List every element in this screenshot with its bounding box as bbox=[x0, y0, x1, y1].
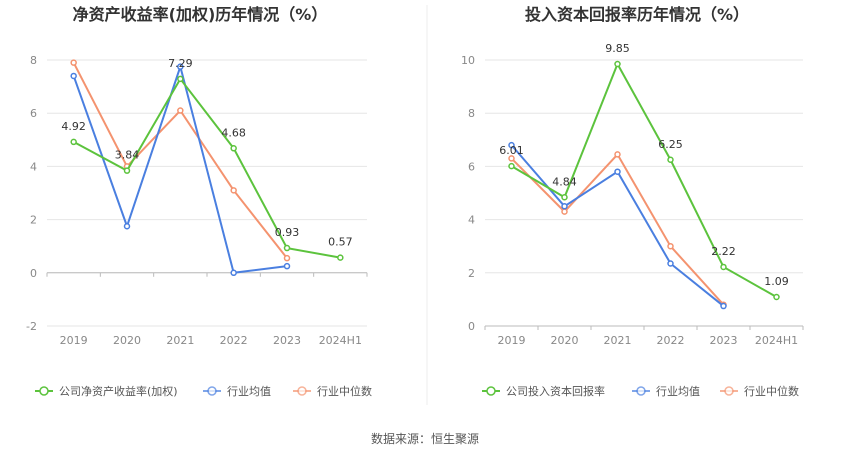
x-tick-label: 2021 bbox=[166, 334, 194, 347]
data-point bbox=[123, 223, 131, 230]
series-line bbox=[72, 62, 288, 259]
x-tick-label: 2019 bbox=[498, 334, 526, 347]
data-label: 9.85 bbox=[605, 42, 630, 55]
x-tick-label: 2024H1 bbox=[319, 334, 362, 347]
data-point bbox=[123, 167, 131, 174]
data-label: 1.09 bbox=[764, 275, 789, 288]
data-point bbox=[177, 75, 184, 83]
data-point bbox=[70, 72, 77, 80]
data-label: 4.92 bbox=[61, 120, 86, 133]
data-point bbox=[720, 263, 727, 271]
y-tick-label: 2 bbox=[30, 214, 37, 227]
data-label: 0.93 bbox=[275, 226, 300, 239]
series-line bbox=[72, 63, 288, 274]
legend-swatch-marker bbox=[636, 386, 646, 396]
data-point bbox=[70, 59, 77, 66]
y-tick-label: 8 bbox=[468, 107, 475, 120]
data-point bbox=[561, 208, 568, 215]
data-label: 3.84 bbox=[115, 149, 140, 162]
data-point bbox=[561, 194, 568, 201]
data-label: 0.57 bbox=[328, 236, 353, 249]
data-point bbox=[283, 262, 291, 270]
x-tick-label: 2019 bbox=[60, 334, 88, 347]
legend-swatch-marker bbox=[724, 386, 734, 396]
chart-title: 净资产收益率(加权)历年情况（%） bbox=[73, 5, 328, 24]
legend-label: 行业均值 bbox=[227, 385, 271, 398]
data-point bbox=[230, 145, 237, 152]
series-line bbox=[510, 61, 777, 298]
y-tick-label: 8 bbox=[30, 54, 37, 67]
legend-label: 行业均值 bbox=[656, 385, 700, 398]
legend-swatch-marker bbox=[297, 386, 307, 396]
data-point bbox=[614, 60, 621, 68]
data-point bbox=[614, 151, 621, 158]
data-label: 6.25 bbox=[658, 138, 683, 151]
data-point bbox=[177, 63, 184, 70]
data-label: 2.22 bbox=[711, 245, 736, 258]
y-tick-label: -2 bbox=[26, 320, 37, 333]
data-label: 6.01 bbox=[499, 144, 524, 157]
x-tick-label: 2022 bbox=[220, 334, 248, 347]
data-point bbox=[508, 162, 515, 170]
legend-swatch-marker bbox=[486, 386, 496, 396]
data-label: 4.84 bbox=[552, 175, 577, 188]
x-tick-label: 2021 bbox=[604, 334, 632, 347]
data-point bbox=[177, 107, 184, 114]
data-point bbox=[283, 244, 291, 252]
y-tick-label: 0 bbox=[468, 320, 475, 333]
data-point bbox=[70, 138, 77, 146]
legend-label: 公司投入资本回报率 bbox=[506, 384, 605, 398]
data-point bbox=[230, 187, 237, 194]
x-tick-label: 2020 bbox=[551, 334, 579, 347]
y-tick-label: 4 bbox=[468, 214, 475, 227]
series-line bbox=[510, 152, 725, 306]
y-tick-label: 6 bbox=[468, 160, 475, 173]
data-point bbox=[561, 203, 568, 210]
x-tick-label: 2024H1 bbox=[755, 334, 798, 347]
data-source-text: 数据来源：恒生聚源 bbox=[371, 431, 479, 446]
data-point bbox=[614, 168, 621, 175]
x-tick-label: 2022 bbox=[657, 334, 685, 347]
legend-label: 行业中位数 bbox=[317, 384, 372, 398]
y-tick-label: 6 bbox=[30, 107, 37, 120]
series-line bbox=[73, 77, 341, 259]
chart-2: 投入资本回报率历年情况（%） 0 2 4 6 8 10 2019 2020 2021 2022 202… bbox=[461, 5, 804, 398]
y-tick-label: 4 bbox=[30, 160, 37, 173]
legend-swatch-marker bbox=[207, 386, 217, 396]
legend-label: 公司净资产收益率(加权) bbox=[59, 384, 178, 398]
legend-label: 行业中位数 bbox=[744, 384, 799, 398]
data-point bbox=[283, 254, 291, 262]
y-tick-label: 10 bbox=[461, 54, 475, 67]
chart-title: 投入资本回报率历年情况（%） bbox=[525, 5, 749, 24]
y-tick-label: 2 bbox=[468, 267, 475, 280]
data-point bbox=[667, 242, 674, 250]
data-point bbox=[337, 254, 344, 261]
chart-1: 净资产收益率(加权)历年情况（%） -2 0 2 4 6 8 2019 2020 2021 2022… bbox=[26, 5, 372, 398]
x-tick-label: 2023 bbox=[710, 334, 738, 347]
data-point bbox=[508, 155, 515, 162]
data-point bbox=[230, 269, 237, 277]
data-point bbox=[720, 302, 727, 310]
data-point bbox=[667, 156, 674, 163]
x-tick-label: 2020 bbox=[113, 334, 141, 347]
data-point bbox=[667, 260, 674, 267]
y-tick-label: 0 bbox=[30, 267, 37, 280]
x-tick-label: 2023 bbox=[273, 334, 301, 347]
data-point bbox=[508, 141, 515, 149]
data-label: 4.68 bbox=[221, 126, 246, 139]
data-point bbox=[773, 293, 780, 301]
data-label: 7.29 bbox=[168, 57, 193, 70]
legend-swatch-marker bbox=[39, 386, 49, 396]
